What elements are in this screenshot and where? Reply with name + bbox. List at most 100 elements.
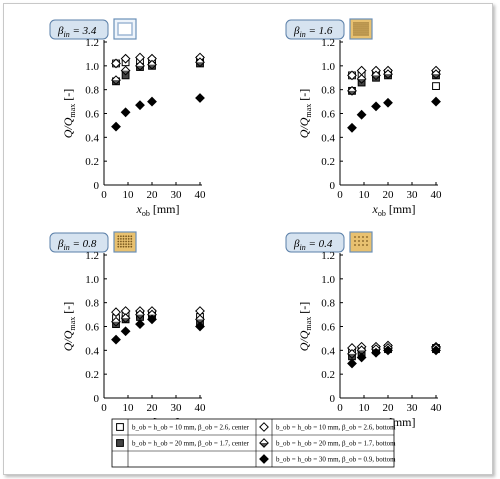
icon-pattern-dot <box>363 34 365 36</box>
legend-marker-filled-square <box>116 439 124 447</box>
y-tick-label: 0.2 <box>321 156 335 168</box>
legend-table <box>111 418 395 468</box>
x-tick-label: 20 <box>383 189 395 201</box>
y-tick-label: 0 <box>94 180 100 192</box>
legend-entry-text: b_ob = h_ob = 20 mm, β_ob = 1.7, center <box>132 440 250 448</box>
panel-badge <box>49 232 109 253</box>
icon-pattern-dot <box>357 22 359 24</box>
icon-pattern-dot <box>353 26 355 28</box>
checker-pattern-icon <box>113 231 137 253</box>
icon-pattern-dot <box>363 22 365 24</box>
data-point-half-diamond <box>431 69 441 80</box>
x-tick-label: 30 <box>171 189 183 201</box>
icon-pattern-dot <box>355 24 357 26</box>
y-tick-label: 0.8 <box>321 85 335 97</box>
icon-pattern-dot <box>122 235 125 238</box>
data-point-filled-diamond <box>356 109 367 120</box>
icon-pattern-dot <box>117 243 120 246</box>
data-point-filled-diamond <box>111 121 121 132</box>
icon-pattern-dot <box>359 26 361 28</box>
half-diamond-outline <box>195 57 205 68</box>
x-tick-label: 0 <box>101 402 107 414</box>
panel-1: βin = 3.4 0 0.2 0.4 0.6 0.8 1.0 1.2 0 10 20 30 40 xob… <box>49 18 206 218</box>
panel-4: βin = 0.400.20.40.60.81.01.2010203040xob… <box>285 231 443 431</box>
half-diamond-outline <box>111 75 121 86</box>
icon-pattern-dot <box>120 240 122 243</box>
y-tick-label: 0.6 <box>321 322 335 334</box>
icon-outer-frame <box>113 231 137 253</box>
x-axis-label: xob [mm] <box>372 202 416 218</box>
icon-pattern-dot <box>117 240 120 243</box>
icon-pattern-dot <box>357 32 359 34</box>
icon-pattern-dot <box>355 22 357 24</box>
y-tick-label: 1.2 <box>85 250 99 262</box>
x-tick-label: 10 <box>123 189 135 201</box>
x-tick-label: 40 <box>431 189 443 201</box>
y-tick-label: 0.2 <box>85 369 99 381</box>
data-point-filled-diamond <box>347 122 357 133</box>
icon-pattern-dot <box>357 30 359 32</box>
icon-pattern-dot <box>357 28 359 30</box>
y-tick-label: 0.8 <box>321 298 335 310</box>
half-diamond-dark-half <box>135 314 145 319</box>
icon-pattern-dot <box>353 24 355 26</box>
open-square-pattern-icon <box>113 18 137 40</box>
y-tick-label: 1.2 <box>85 37 99 49</box>
icon-pattern-dot <box>363 26 365 28</box>
y-tick-label: 1.2 <box>321 250 335 262</box>
icon-pattern-dot <box>353 34 355 36</box>
data-point-half-diamond <box>135 60 145 71</box>
icon-pattern-dot <box>367 30 369 32</box>
icon-pattern-dot <box>358 240 360 242</box>
icon-pattern-dot <box>117 245 120 248</box>
icon-pattern-dot <box>365 30 367 32</box>
icon-pattern-dot <box>130 238 133 240</box>
half-diamond-dark-half <box>147 64 157 69</box>
legend-entry-text: b_ob = h_ob = 20 mm, β_ob = 1.7, bottom <box>276 440 396 448</box>
panel-3: βin = 0.800.20.40.60.81.01.2010203040xob… <box>49 231 206 431</box>
icon-pattern-dot <box>122 245 125 248</box>
icon-pattern-dot <box>361 32 363 34</box>
icon-outer-frame <box>349 231 373 253</box>
icon-pattern-dot <box>125 245 127 248</box>
dense-grid-pattern-icon <box>349 18 373 40</box>
half-diamond-dark-half <box>357 78 366 84</box>
icon-pattern-dot <box>359 30 361 32</box>
half-diamond-dark-half <box>121 70 130 75</box>
icon-pattern-dot <box>353 28 355 30</box>
icon-pattern-dot <box>353 32 355 34</box>
y-tick-label: 0.2 <box>85 156 99 168</box>
data-point-filled-diamond <box>147 314 157 325</box>
icon-pattern-dot <box>365 34 367 36</box>
icon-pattern-dot <box>355 30 357 32</box>
x-axis-label: xob [mm] <box>136 202 180 218</box>
icon-pattern-dot <box>354 236 356 238</box>
y-tick-label: 0 <box>330 180 336 192</box>
half-diamond-outline <box>147 59 157 70</box>
half-diamond-dark-half <box>195 319 205 324</box>
half-diamond-dark-half <box>259 443 269 448</box>
legend: b_ob = h_ob = 10 mm, β_ob = 2.6, center b… <box>111 418 396 468</box>
icon-pattern-dot <box>358 244 360 246</box>
icon-pattern-dot <box>354 240 356 242</box>
data-point-half-diamond <box>195 57 205 68</box>
half-diamond-dark-half <box>135 65 145 71</box>
data-point-half-diamond <box>111 316 121 327</box>
icon-pattern-dot <box>357 26 359 28</box>
x-tick-label: 40 <box>431 402 443 414</box>
icon-pattern-dot <box>367 32 369 34</box>
y-tick-label: 0.6 <box>85 109 99 121</box>
half-diamond-dark-half <box>383 74 393 79</box>
icon-pattern-dot <box>355 34 357 36</box>
icon-pattern-dot <box>363 30 365 32</box>
y-tick-label: 0.8 <box>85 85 99 97</box>
data-point-half-diamond <box>356 74 367 84</box>
half-diamond-dark-half <box>371 75 381 80</box>
legend-marker-filled-diamond <box>259 454 269 464</box>
data-point-half-diamond <box>120 65 131 76</box>
icon-pattern-dot <box>362 236 364 238</box>
half-diamond-outline <box>135 309 145 320</box>
icon-pattern-dot <box>130 245 133 248</box>
half-diamond-outline <box>356 74 367 84</box>
half-diamond-outline <box>347 349 357 359</box>
